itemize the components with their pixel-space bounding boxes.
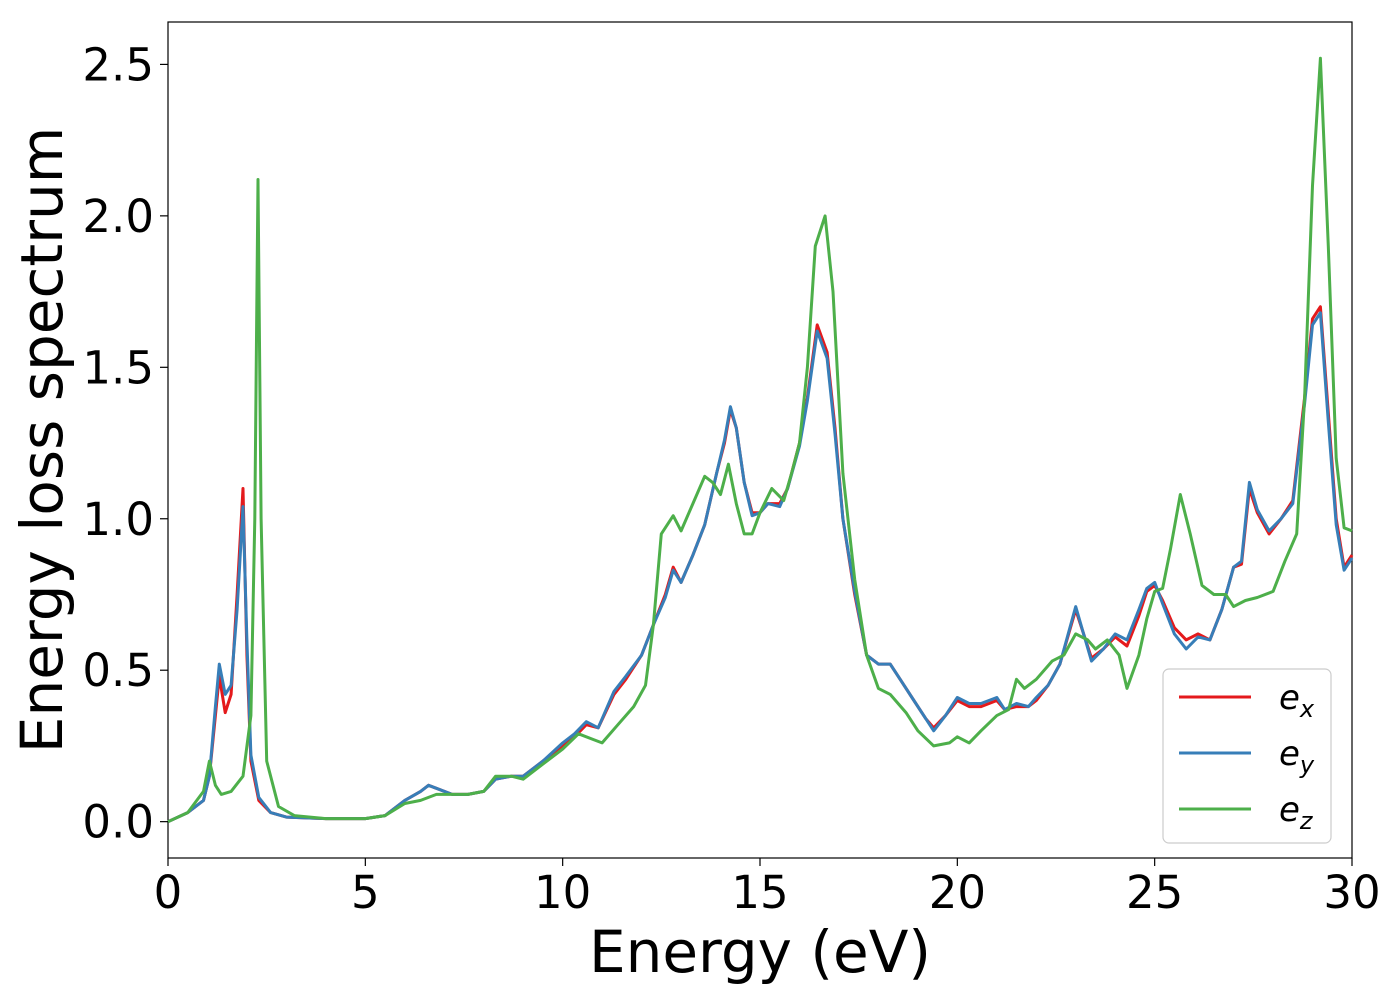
x-axis-label: Energy (eV) bbox=[589, 918, 931, 986]
y-tick-label: 0.5 bbox=[82, 644, 154, 697]
legend-label-ex: ex bbox=[1279, 678, 1315, 723]
y-tick-label: 1.5 bbox=[82, 341, 154, 394]
x-tick-label: 30 bbox=[1323, 866, 1380, 919]
legend: ex ey ez bbox=[1162, 668, 1332, 844]
x-tick-label: 25 bbox=[1126, 866, 1183, 919]
x-tick-label: 15 bbox=[731, 866, 788, 919]
series-layer bbox=[167, 56, 1354, 824]
legend-label-ez: ez bbox=[1279, 790, 1314, 835]
series-line-ez bbox=[167, 56, 1353, 824]
y-axis-label: Energy loss spectrum bbox=[8, 127, 76, 753]
y-tick-label: 1.0 bbox=[82, 493, 154, 546]
x-tick-label: 5 bbox=[351, 866, 380, 919]
legend-box bbox=[1162, 668, 1332, 844]
y-tick-label: 0.0 bbox=[82, 796, 154, 849]
x-tick-label: 20 bbox=[929, 866, 986, 919]
x-axis-ticks: 0 5 10 15 20 25 30 bbox=[154, 858, 1381, 919]
y-axis-ticks: 0.0 0.5 1.0 1.5 2.0 2.5 bbox=[82, 38, 168, 849]
y-tick-label: 2.0 bbox=[82, 190, 154, 243]
y-tick-label: 2.5 bbox=[82, 38, 154, 91]
legend-label-ey: ey bbox=[1279, 734, 1315, 779]
x-tick-label: 0 bbox=[154, 866, 183, 919]
x-tick-label: 10 bbox=[534, 866, 591, 919]
